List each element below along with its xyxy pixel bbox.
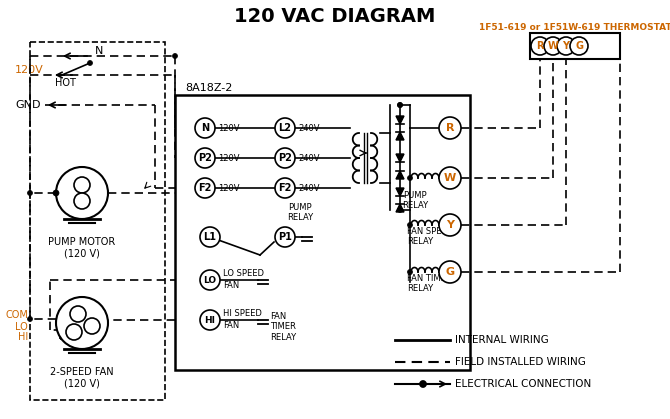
- Text: LO: LO: [204, 276, 216, 285]
- Text: 120V: 120V: [218, 153, 239, 163]
- Polygon shape: [396, 116, 404, 124]
- Polygon shape: [396, 204, 404, 212]
- Circle shape: [27, 316, 33, 321]
- Text: L1: L1: [204, 232, 216, 242]
- Circle shape: [439, 261, 461, 283]
- Text: N: N: [201, 123, 209, 133]
- FancyBboxPatch shape: [530, 33, 620, 59]
- Text: Y: Y: [446, 220, 454, 230]
- Text: ELECTRICAL CONNECTION: ELECTRICAL CONNECTION: [455, 379, 591, 389]
- Circle shape: [407, 269, 413, 274]
- Circle shape: [439, 117, 461, 139]
- Text: 120V: 120V: [218, 184, 239, 192]
- Text: W: W: [547, 41, 558, 51]
- Text: P2: P2: [278, 153, 292, 163]
- Text: PUMP MOTOR
(120 V): PUMP MOTOR (120 V): [48, 237, 116, 259]
- Circle shape: [275, 227, 295, 247]
- Text: 240V: 240V: [298, 153, 320, 163]
- Circle shape: [544, 37, 562, 55]
- Circle shape: [27, 191, 33, 196]
- Circle shape: [439, 167, 461, 189]
- Circle shape: [195, 148, 215, 168]
- Text: LO SPEED: LO SPEED: [223, 269, 264, 277]
- Text: HI: HI: [17, 332, 28, 342]
- Circle shape: [397, 103, 403, 108]
- Text: P2: P2: [198, 153, 212, 163]
- Text: HOT: HOT: [55, 78, 76, 88]
- Polygon shape: [396, 132, 404, 140]
- Text: HI: HI: [204, 316, 216, 324]
- FancyBboxPatch shape: [175, 95, 470, 370]
- Circle shape: [407, 176, 413, 181]
- Text: PUMP
RELAY: PUMP RELAY: [287, 203, 313, 222]
- Polygon shape: [396, 188, 404, 196]
- Text: COM: COM: [5, 310, 28, 320]
- Text: 2-SPEED FAN
(120 V): 2-SPEED FAN (120 V): [50, 367, 114, 388]
- Polygon shape: [396, 154, 404, 162]
- Circle shape: [531, 37, 549, 55]
- Circle shape: [172, 54, 178, 59]
- Text: FAN: FAN: [223, 321, 239, 329]
- Text: 120V: 120V: [15, 65, 44, 75]
- Text: FAN
TIMER
RELAY: FAN TIMER RELAY: [270, 312, 296, 342]
- Circle shape: [56, 297, 108, 349]
- Text: F2: F2: [198, 183, 212, 193]
- Circle shape: [74, 193, 90, 209]
- Circle shape: [200, 270, 220, 290]
- Text: 1F51-619 or 1F51W-619 THERMOSTAT: 1F51-619 or 1F51W-619 THERMOSTAT: [478, 23, 670, 33]
- Text: 8A18Z-2: 8A18Z-2: [185, 83, 232, 93]
- Text: PUMP
RELAY: PUMP RELAY: [402, 191, 428, 210]
- Text: FIELD INSTALLED WIRING: FIELD INSTALLED WIRING: [455, 357, 586, 367]
- Circle shape: [195, 118, 215, 138]
- Circle shape: [275, 148, 295, 168]
- Polygon shape: [396, 171, 404, 179]
- Circle shape: [53, 190, 59, 196]
- Circle shape: [84, 318, 100, 334]
- Text: R: R: [536, 41, 544, 51]
- Circle shape: [407, 222, 413, 228]
- Circle shape: [195, 178, 215, 198]
- Circle shape: [74, 177, 90, 193]
- Circle shape: [200, 227, 220, 247]
- Text: 120V: 120V: [218, 124, 239, 132]
- Circle shape: [557, 37, 575, 55]
- Circle shape: [275, 178, 295, 198]
- Circle shape: [275, 118, 295, 138]
- Text: G: G: [575, 41, 583, 51]
- Text: P1: P1: [278, 232, 292, 242]
- Text: INTERNAL WIRING: INTERNAL WIRING: [455, 335, 549, 345]
- Text: 120 VAC DIAGRAM: 120 VAC DIAGRAM: [234, 7, 436, 26]
- Circle shape: [419, 380, 427, 388]
- Text: 240V: 240V: [298, 184, 320, 192]
- Circle shape: [570, 37, 588, 55]
- Text: FAN SPEED
RELAY: FAN SPEED RELAY: [407, 227, 453, 246]
- Text: L2: L2: [279, 123, 291, 133]
- Circle shape: [397, 207, 403, 212]
- Text: HI SPEED: HI SPEED: [223, 308, 262, 318]
- Text: F2: F2: [278, 183, 291, 193]
- Circle shape: [439, 214, 461, 236]
- Circle shape: [70, 306, 86, 322]
- Text: FAN TIMER
RELAY: FAN TIMER RELAY: [407, 274, 452, 293]
- Text: G: G: [446, 267, 454, 277]
- Text: R: R: [446, 123, 454, 133]
- Text: N: N: [95, 46, 103, 56]
- Text: GND: GND: [15, 100, 40, 110]
- Text: LO: LO: [15, 322, 28, 332]
- Circle shape: [66, 324, 82, 340]
- Circle shape: [56, 167, 108, 219]
- Circle shape: [88, 60, 92, 65]
- Circle shape: [397, 103, 403, 108]
- Text: 240V: 240V: [298, 124, 320, 132]
- Text: FAN: FAN: [223, 280, 239, 290]
- Circle shape: [200, 310, 220, 330]
- Text: W: W: [444, 173, 456, 183]
- Text: Y: Y: [563, 41, 570, 51]
